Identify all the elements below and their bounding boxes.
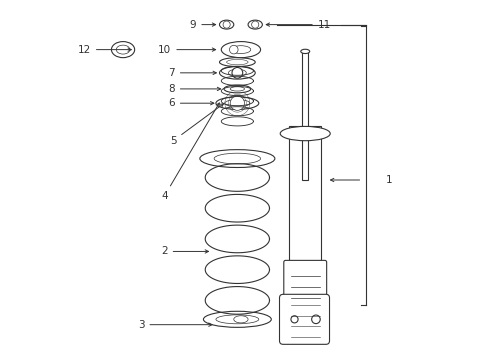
Ellipse shape [300,49,309,54]
Text: 11: 11 [265,19,330,30]
Bar [302,51,308,180]
Text: 8: 8 [168,84,220,94]
Ellipse shape [111,41,134,58]
Ellipse shape [221,41,260,58]
FancyBboxPatch shape [283,260,326,307]
Ellipse shape [216,97,258,109]
Text: 3: 3 [138,320,212,330]
Text: 12: 12 [78,45,131,55]
Text: 5: 5 [170,104,223,146]
Circle shape [311,315,320,324]
Ellipse shape [280,126,329,141]
Text: 4: 4 [161,103,219,201]
Ellipse shape [233,316,247,323]
Ellipse shape [203,311,271,327]
Ellipse shape [231,46,250,54]
Text: 2: 2 [161,247,208,256]
Ellipse shape [219,58,255,67]
Ellipse shape [224,85,250,93]
Ellipse shape [224,100,249,107]
Text: 10: 10 [158,45,215,55]
Text: 9: 9 [189,19,215,30]
Text: 6: 6 [168,98,213,108]
Circle shape [223,21,230,28]
Ellipse shape [228,69,246,76]
Ellipse shape [226,59,247,65]
Ellipse shape [200,150,274,167]
Ellipse shape [230,87,244,91]
FancyBboxPatch shape [288,126,321,276]
Circle shape [231,67,242,78]
Ellipse shape [214,153,260,164]
Circle shape [290,316,298,323]
Ellipse shape [219,20,233,29]
Circle shape [230,96,244,111]
Text: 7: 7 [168,68,216,78]
Circle shape [229,45,238,54]
Ellipse shape [219,67,255,79]
FancyBboxPatch shape [279,294,329,344]
Ellipse shape [116,45,130,54]
Text: 1: 1 [385,175,391,185]
Circle shape [251,21,258,28]
Ellipse shape [216,315,258,324]
Ellipse shape [247,20,262,29]
